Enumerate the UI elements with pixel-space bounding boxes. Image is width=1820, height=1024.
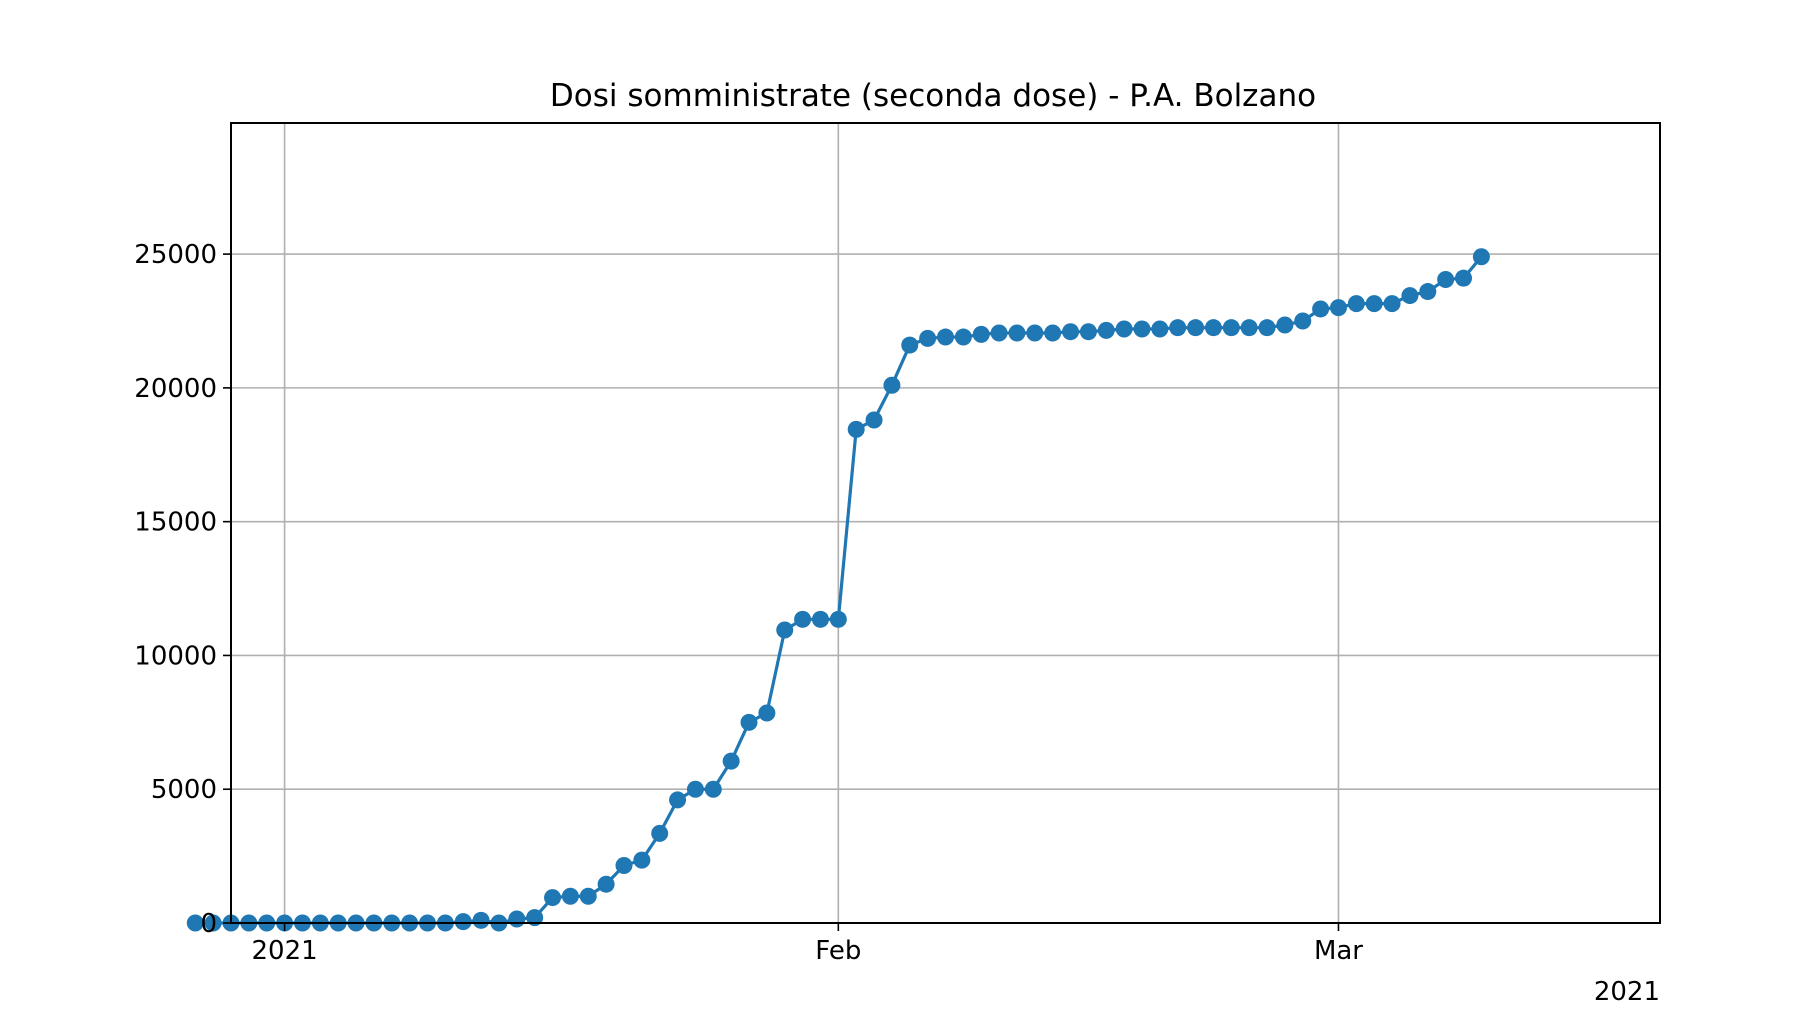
data-point [722, 752, 740, 770]
data-point [990, 324, 1008, 342]
data-point [1169, 319, 1187, 337]
data-point [829, 610, 847, 628]
series-layer [186, 248, 1490, 932]
data-point [454, 913, 472, 931]
y-tick-label: 0 [200, 909, 217, 939]
data-point [740, 713, 758, 731]
data-point [883, 376, 901, 394]
data-point [1097, 321, 1115, 339]
data-point [901, 336, 919, 354]
data-point [1204, 319, 1222, 337]
data-point [1419, 283, 1437, 301]
y-tick-label: 5000 [151, 775, 217, 805]
data-point [508, 910, 526, 928]
data-point [204, 914, 222, 932]
data-point [1276, 316, 1294, 334]
data-point [1062, 323, 1080, 341]
data-point [1383, 295, 1401, 313]
data-point [776, 621, 794, 639]
data-point [633, 851, 651, 869]
x-tick-label: 2021 [252, 936, 318, 966]
data-point [954, 328, 972, 346]
data-point [526, 909, 544, 927]
data-point [651, 824, 669, 842]
data-point [1026, 324, 1044, 342]
data-point [579, 887, 597, 905]
plot-frame [230, 122, 1661, 924]
data-point [186, 914, 204, 932]
data-point [1133, 320, 1151, 338]
data-point [758, 704, 776, 722]
data-point [472, 911, 490, 929]
data-point [847, 420, 865, 438]
data-point [811, 610, 829, 628]
data-point [1187, 319, 1205, 337]
y-tick-label: 10000 [134, 641, 217, 671]
data-point [544, 889, 562, 907]
data-point [1115, 320, 1133, 338]
data-point [1437, 271, 1455, 289]
data-point [615, 856, 633, 874]
data-point [1008, 324, 1026, 342]
data-point [1258, 319, 1276, 337]
data-point [1079, 323, 1097, 341]
data-point [1151, 320, 1169, 338]
data-point [1401, 287, 1419, 305]
data-point [865, 411, 883, 429]
y-tick-label: 15000 [134, 508, 217, 538]
axis-layer: 0 5000 10000 15000 20000 25000 2021 Feb Mar [134, 240, 1363, 966]
data-point [1329, 299, 1347, 317]
data-point [937, 328, 954, 346]
x-tick-label: Mar [1314, 936, 1363, 966]
y-tick-label: 20000 [134, 374, 217, 404]
data-point [1240, 319, 1258, 337]
data-point [919, 329, 937, 347]
data-point [1472, 248, 1490, 266]
data-point [597, 875, 615, 893]
chart-title: Dosi somministrate (seconda dose) - P.A.… [550, 78, 1316, 114]
data-point [704, 780, 722, 798]
data-point [561, 887, 579, 905]
data-point [1365, 295, 1383, 313]
grid-layer [231, 123, 1660, 924]
data-point [1455, 269, 1473, 287]
data-point [686, 780, 704, 798]
data-point [1222, 319, 1240, 337]
y-tick-label: 25000 [134, 240, 217, 270]
data-point [1044, 324, 1062, 342]
data-point [972, 325, 990, 343]
data-point [794, 610, 812, 628]
x-tick-label: Feb [815, 936, 861, 966]
data-point [1294, 312, 1312, 330]
x-offset-label: 2021 [1594, 977, 1660, 1007]
data-point [1312, 300, 1330, 318]
data-point [1347, 295, 1365, 313]
data-point [669, 791, 687, 809]
